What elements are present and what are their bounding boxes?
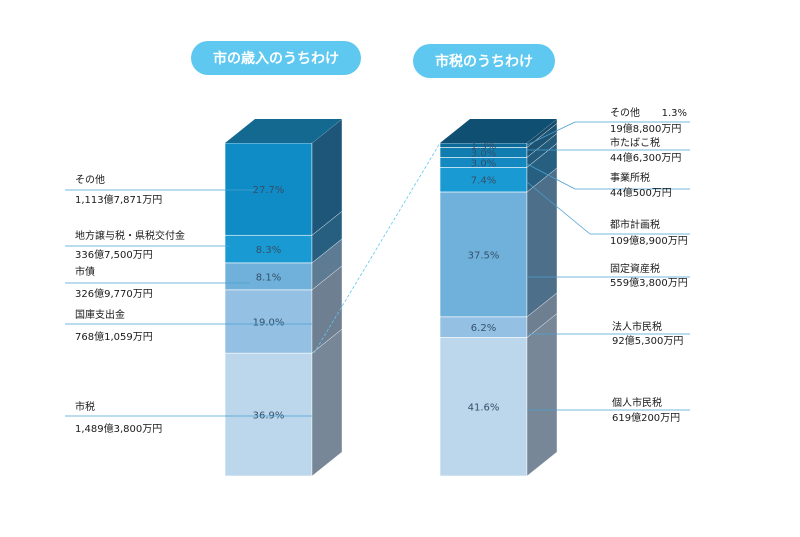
data-label-1-6: 1.3% xyxy=(471,141,496,152)
amount-label-1-5: 44億6,300万円 xyxy=(610,151,681,164)
leader-diag-1-3 xyxy=(526,181,591,235)
amount-label-1-1: 92億5,300万円 xyxy=(612,334,683,347)
side-percent-label-1-6: 1.3% xyxy=(662,108,687,119)
chart-title-pill-1 xyxy=(413,44,555,78)
bar-segment-0-2 xyxy=(224,262,313,291)
amount-label-0-1: 768億1,059万円 xyxy=(75,330,153,343)
data-label-1-4: 3.0% xyxy=(471,158,496,169)
amount-label-0-4: 1,113億7,871万円 xyxy=(75,193,162,206)
data-label-1-0: 41.6% xyxy=(468,403,500,414)
category-label-1-5: 市たばこ税 xyxy=(610,136,660,149)
amount-label-0-2: 326億9,770万円 xyxy=(75,287,153,300)
amount-label-0-3: 336億7,500万円 xyxy=(75,248,153,261)
category-label-1-0: 個人市民税 xyxy=(612,396,662,409)
chart-title-0: 市の歳入のうちわけ xyxy=(213,50,339,67)
amount-label-1-2: 559億3,800万円 xyxy=(610,276,688,289)
bar-segment-0-4 xyxy=(224,142,313,236)
bar-side-0-0 xyxy=(311,328,343,477)
amount-label-0-0: 1,489億3,800万円 xyxy=(75,422,162,435)
category-label-0-0: 市税 xyxy=(75,400,95,413)
category-label-1-4: 事業所税 xyxy=(610,171,650,184)
leader-diag-1-6 xyxy=(526,121,576,146)
bar-segment-0-1 xyxy=(224,289,313,354)
connector-line-top xyxy=(313,142,441,354)
category-label-0-1: 国庫支出金 xyxy=(75,308,125,321)
chart-title-1: 市税のうちわけ xyxy=(435,53,533,70)
bar-segment-1-2 xyxy=(439,191,528,318)
data-label-0-1: 19.0% xyxy=(253,317,285,328)
amount-label-1-0: 619億200万円 xyxy=(612,411,680,424)
amount-label-1-3: 109億8,900万円 xyxy=(610,234,688,247)
data-label-1-5: 3.0% xyxy=(471,148,496,159)
chart-title-pill-0 xyxy=(191,41,361,75)
category-label-0-4: その他 xyxy=(75,173,105,186)
category-label-0-3: 地方譲与税・県税交付金 xyxy=(75,229,185,242)
data-label-1-1: 6.2% xyxy=(471,323,496,334)
category-label-1-6: その他 xyxy=(610,106,640,119)
bar-top-0 xyxy=(225,119,342,143)
amount-label-1-6: 19億8,800万円 xyxy=(610,122,681,135)
data-label-0-2: 8.1% xyxy=(256,272,281,283)
bar-side-1-0 xyxy=(526,313,558,477)
category-label-1-3: 都市計画税 xyxy=(610,218,660,231)
bar-segment-1-3 xyxy=(439,167,528,193)
category-label-1-1: 法人市民税 xyxy=(612,320,662,333)
data-label-1-2: 37.5% xyxy=(468,250,500,261)
bar-side-1-2 xyxy=(526,167,558,318)
bar-top-1 xyxy=(440,119,557,143)
category-label-0-2: 市債 xyxy=(75,265,95,278)
data-label-1-3: 7.4% xyxy=(471,176,496,187)
data-label-0-3: 8.3% xyxy=(256,245,281,256)
amount-label-1-4: 44億500万円 xyxy=(610,186,672,199)
category-label-1-2: 固定資産税 xyxy=(610,262,660,275)
leader-diag-1-4 xyxy=(526,163,576,190)
data-label-0-4: 27.7% xyxy=(253,185,285,196)
